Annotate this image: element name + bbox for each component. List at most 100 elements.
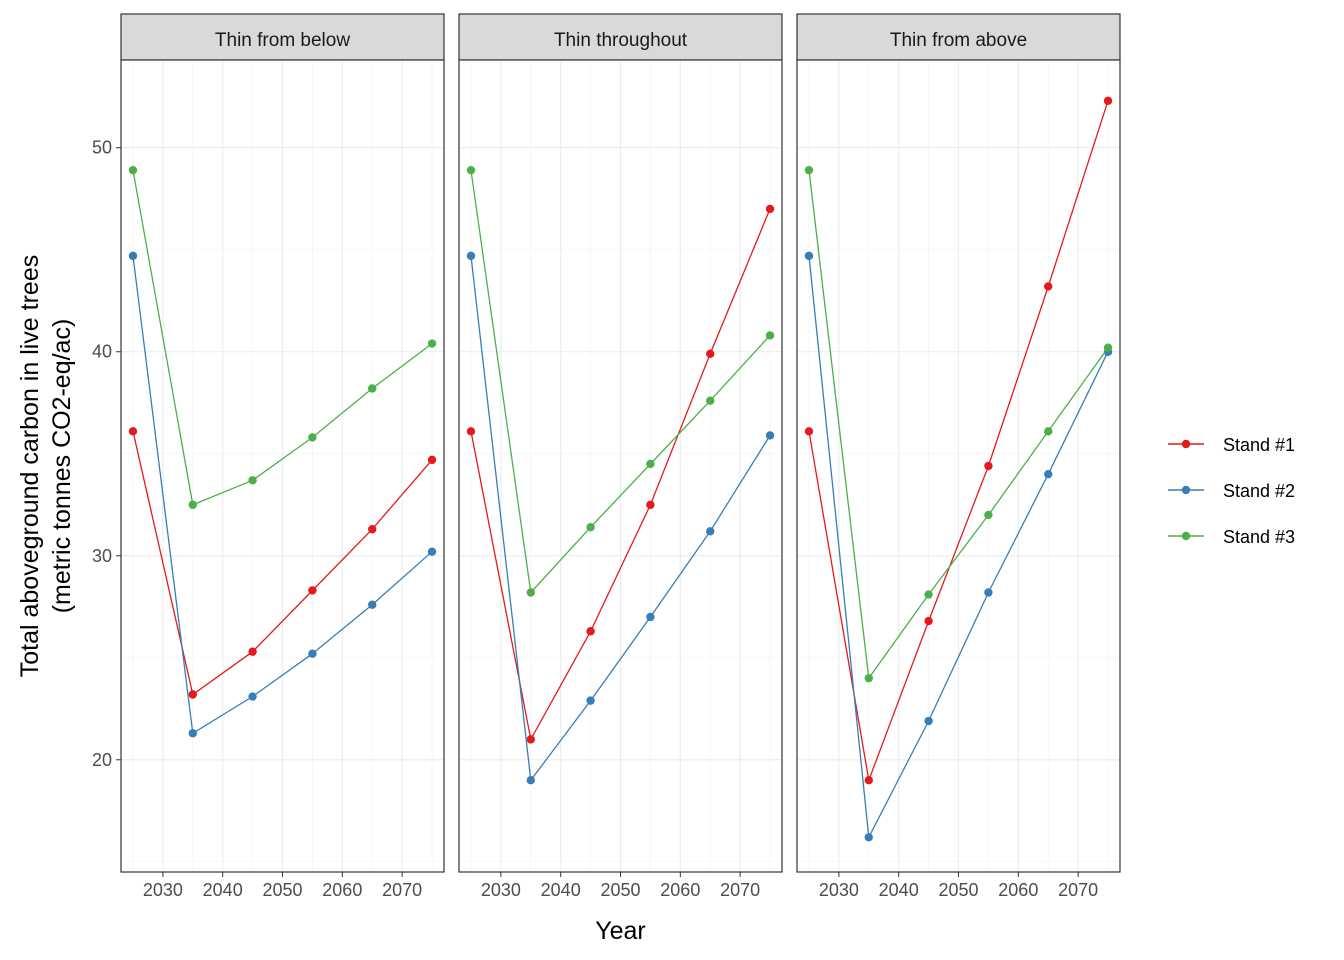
- data-point-stand-3: [466, 165, 476, 175]
- data-point-stand-3: [924, 590, 933, 599]
- x-tick-label: 2040: [203, 880, 243, 900]
- facet-label: Thin throughout: [554, 30, 688, 51]
- data-point-stand-1: [427, 455, 437, 465]
- data-point-stand-3: [188, 500, 197, 509]
- data-point-stand-2: [368, 600, 377, 609]
- panel-thin-from-below: Thin from below: [120, 13, 445, 873]
- x-tick-label: 2060: [660, 880, 700, 900]
- data-point-stand-1: [984, 461, 993, 471]
- data-point-stand-1: [368, 525, 377, 534]
- facet-strip: [120, 13, 445, 61]
- facet-label: Thin from above: [890, 30, 1027, 51]
- series-line-stand-3: [132, 170, 433, 506]
- x-tick-label: 2060: [322, 880, 362, 900]
- facet-strip: [796, 13, 1121, 61]
- data-point-stand-1: [765, 204, 775, 214]
- facet-strip: [458, 13, 783, 61]
- data-point-stand-3: [248, 476, 257, 485]
- x-tick-label: 2070: [1058, 880, 1098, 900]
- data-point-stand-1: [1103, 96, 1113, 106]
- data-point-stand-3: [1044, 427, 1053, 436]
- data-point-stand-3: [864, 673, 873, 683]
- series-line-stand-3: [470, 170, 771, 594]
- legend-label: Stand #3: [1223, 527, 1295, 547]
- x-tick-label: 2070: [382, 880, 422, 900]
- x-axis-title: Year: [595, 917, 646, 945]
- data-point-stand-1: [526, 735, 535, 744]
- x-tick-label: 2050: [262, 880, 302, 900]
- x-tick-label: 2030: [143, 880, 183, 900]
- data-point-stand-1: [128, 427, 138, 436]
- data-point-stand-1: [466, 427, 476, 436]
- data-point-stand-2: [188, 729, 197, 738]
- data-point-stand-2: [1044, 469, 1053, 479]
- y-axis-title-line1: Total aboveground carbon in live trees: [16, 255, 44, 678]
- data-point-stand-2: [646, 612, 655, 622]
- data-point-stand-3: [765, 331, 775, 340]
- y-axis-title-line2: (metric tonnes CO2-eq/ac): [48, 319, 76, 614]
- legend-label: Stand #1: [1223, 435, 1295, 455]
- data-point-stand-3: [706, 396, 715, 405]
- data-point-stand-3: [526, 588, 535, 597]
- data-point-stand-1: [924, 616, 933, 626]
- data-point-stand-3: [308, 433, 317, 442]
- legend-key-point: [1181, 485, 1191, 495]
- x-tick-label: 2040: [541, 880, 581, 900]
- data-point-stand-1: [646, 500, 655, 509]
- data-point-stand-2: [248, 692, 257, 701]
- data-point-stand-2: [427, 547, 437, 556]
- data-point-stand-2: [526, 775, 535, 785]
- legend-key-point: [1181, 439, 1191, 449]
- data-point-stand-2: [765, 431, 775, 440]
- data-point-stand-1: [586, 627, 595, 636]
- y-tick-label: 40: [92, 342, 112, 362]
- series-line-stand-1: [808, 100, 1109, 783]
- panel-thin-throughout: Thin throughout: [458, 13, 783, 873]
- data-point-stand-3: [646, 459, 655, 469]
- facet-label: Thin from below: [215, 30, 350, 51]
- y-tick-label: 30: [92, 546, 112, 566]
- data-point-stand-3: [804, 165, 814, 175]
- data-point-stand-1: [1044, 282, 1053, 291]
- data-point-stand-3: [1103, 343, 1113, 352]
- data-point-stand-1: [864, 775, 873, 785]
- panel-thin-from-above: Thin from above: [796, 13, 1121, 873]
- data-point-stand-2: [586, 696, 595, 705]
- data-point-stand-2: [924, 716, 933, 726]
- data-point-stand-3: [984, 510, 993, 520]
- data-point-stand-1: [188, 690, 197, 699]
- data-point-stand-2: [984, 588, 993, 597]
- legend-key-point: [1181, 531, 1191, 541]
- x-tick-label: 2040: [879, 880, 919, 900]
- x-tick-label: 2030: [481, 880, 521, 900]
- x-tick-label: 2070: [720, 880, 760, 900]
- data-point-stand-2: [706, 527, 715, 536]
- data-point-stand-3: [427, 339, 437, 348]
- data-point-stand-3: [586, 523, 595, 532]
- data-point-stand-1: [308, 586, 317, 595]
- y-tick-label: 50: [92, 138, 112, 158]
- data-point-stand-3: [368, 384, 377, 393]
- data-point-stand-2: [804, 251, 814, 261]
- x-tick-label: 2060: [998, 880, 1038, 900]
- legend: Stand #1 Stand #2 Stand #3: [1168, 435, 1295, 547]
- data-point-stand-2: [466, 251, 476, 261]
- data-point-stand-3: [128, 165, 138, 175]
- data-point-stand-1: [706, 349, 715, 358]
- data-point-stand-2: [308, 649, 317, 658]
- series-line-stand-2: [470, 255, 771, 782]
- series-line-stand-3: [808, 170, 1109, 680]
- data-point-stand-1: [248, 647, 257, 656]
- x-tick-label: 2050: [600, 880, 640, 900]
- y-tick-label: 20: [92, 750, 112, 770]
- data-point-stand-1: [804, 427, 814, 436]
- legend-item-stand-3: Stand #3: [1168, 527, 1295, 547]
- series-line-stand-2: [808, 255, 1109, 840]
- data-point-stand-2: [128, 251, 138, 261]
- legend-item-stand-2: Stand #2: [1168, 481, 1295, 501]
- x-tick-label: 2050: [938, 880, 978, 900]
- legend-label: Stand #2: [1223, 481, 1295, 501]
- series-line-stand-2: [132, 255, 433, 735]
- legend-item-stand-1: Stand #1: [1168, 435, 1295, 455]
